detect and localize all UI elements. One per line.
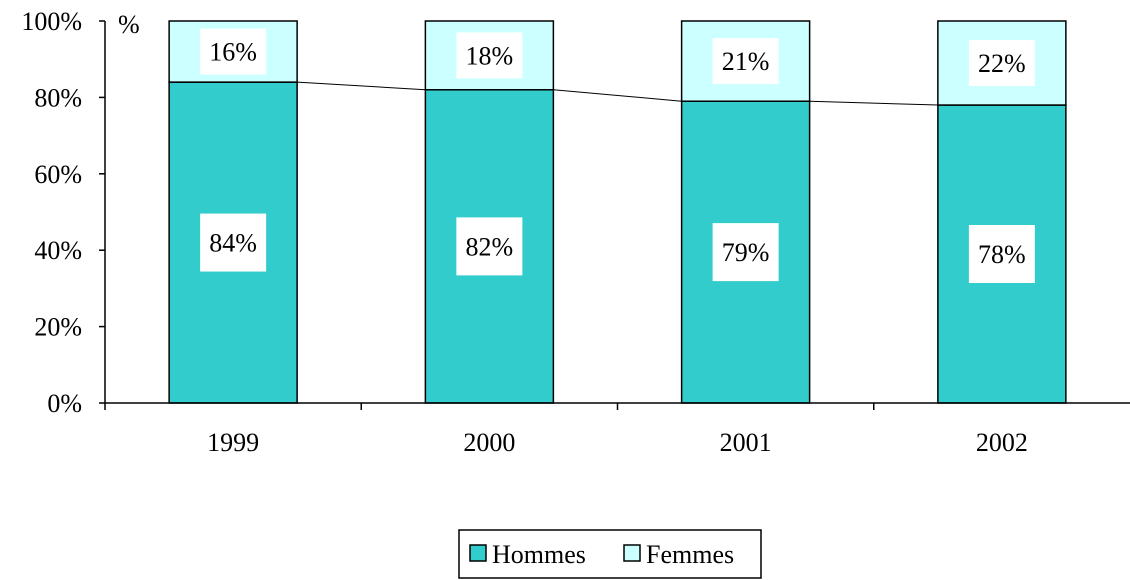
- data-label-hommes-2000: 82%: [466, 232, 514, 261]
- legend-swatch-femmes: [623, 544, 641, 562]
- series-line-2000-2001: [553, 89, 682, 102]
- y-tick-label-0pct: 0%: [47, 389, 82, 418]
- y-axis-unit-label: %: [118, 10, 140, 39]
- legend-swatch-hommes: [469, 544, 487, 562]
- legend: Hommes Femmes: [458, 529, 762, 579]
- data-label-femmes-2002: 22%: [978, 49, 1026, 78]
- x-tick-label-2002: 2002: [976, 428, 1028, 457]
- data-labels-layer: 84% 16% 82% 18% 79% 21% 78% 22%: [200, 28, 1035, 284]
- x-tick-label-2000: 2000: [463, 428, 515, 457]
- series-line-2001-2002: [809, 100, 938, 106]
- data-label-box-hommes-1999: [200, 213, 267, 272]
- data-label-box-femmes-2000: [456, 32, 523, 79]
- y-tick-label-20pct: 20%: [34, 313, 82, 342]
- data-label-hommes-2002: 78%: [978, 240, 1026, 269]
- data-label-box-hommes-2000: [456, 217, 523, 276]
- legend-label-hommes: Hommes: [492, 540, 586, 569]
- data-label-box-femmes-1999: [200, 28, 267, 75]
- legend-box: [458, 529, 762, 579]
- bars-layer: [168, 20, 1067, 404]
- data-label-box-hommes-2002: [968, 225, 1035, 284]
- y-tick-label-60pct: 60%: [34, 160, 82, 189]
- bar-femmes-2002: [937, 20, 1067, 106]
- series-lines-layer: [297, 81, 938, 106]
- data-label-femmes-2001: 21%: [722, 47, 770, 76]
- data-label-box-femmes-2001: [712, 38, 779, 85]
- axis-layer: 1999 2000 2001 2002 0% 20% 40% 60% 80% 100%: [21, 7, 1130, 457]
- data-label-femmes-1999: 16%: [209, 38, 257, 67]
- data-label-hommes-1999: 84%: [209, 229, 257, 258]
- x-tick-label-1999: 1999: [207, 428, 259, 457]
- y-tick-label-80pct: 80%: [34, 83, 82, 112]
- x-tick-label-2001: 2001: [720, 428, 772, 457]
- legend-label-femmes: Femmes: [646, 540, 734, 569]
- y-tick-label-100pct: 100%: [21, 7, 82, 36]
- y-tick-label-40pct: 40%: [34, 236, 82, 265]
- data-label-box-femmes-2002: [968, 40, 1035, 87]
- series-line-1999-2000: [297, 81, 426, 91]
- data-label-box-hommes-2001: [712, 223, 779, 282]
- data-label-hommes-2001: 79%: [722, 238, 770, 267]
- data-label-femmes-2000: 18%: [466, 41, 514, 70]
